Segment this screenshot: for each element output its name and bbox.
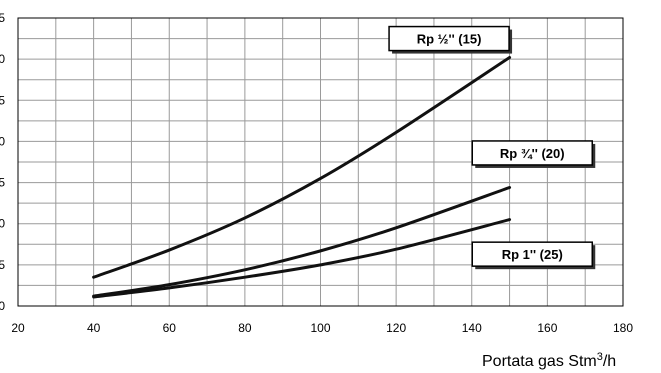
grid (18, 18, 623, 306)
x-tick-label: 40 (87, 321, 101, 335)
y-tick-labels: 0 5 0 5 0 5 0 5 (0, 11, 5, 313)
y-tick-label: 0 (0, 217, 5, 231)
x-tick-label: 180 (613, 321, 633, 335)
legend-box-2: Rp 1'' (25) (471, 241, 596, 270)
x-tick-label: 80 (238, 321, 252, 335)
x-axis-label: Portata gas Stm3/h (482, 351, 616, 370)
y-tick-label: 0 (0, 299, 5, 313)
x-tick-label: 60 (163, 321, 177, 335)
legend-frame (388, 25, 510, 52)
legend-label: Rp 1'' (25) (502, 247, 563, 262)
y-tick-label: 5 (0, 11, 5, 25)
legend-frame (471, 140, 593, 166)
legend-frame (471, 241, 593, 267)
series-line-2 (92, 218, 512, 299)
legend-box-0: Rp ½'' (15) (388, 25, 513, 54)
series-line-0 (92, 55, 512, 279)
series-line-1 (92, 186, 512, 298)
series-group (92, 55, 512, 299)
legend-box-1: Rp ¾'' (20) (471, 140, 596, 168)
x-tick-label: 160 (537, 321, 557, 335)
legend-label: Rp ½'' (15) (417, 32, 482, 47)
y-tick-label: 5 (0, 93, 5, 107)
legend-group: Rp ½'' (15) Rp ¾'' (20) Rp 1'' (25) (388, 25, 596, 270)
y-tick-label: 5 (0, 176, 5, 190)
legend-label: Rp ¾'' (20) (500, 146, 565, 161)
y-tick-label: 0 (0, 134, 5, 148)
x-tick-labels: 20 40 60 80 100 120 140 160 180 (11, 321, 633, 335)
plot-border (17, 17, 624, 307)
y-tick-label: 0 (0, 52, 5, 66)
x-tick-label: 20 (11, 321, 25, 335)
x-tick-label: 100 (310, 321, 330, 335)
y-tick-label: 5 (0, 258, 5, 272)
x-tick-label: 140 (462, 321, 482, 335)
x-tick-label: 120 (386, 321, 406, 335)
